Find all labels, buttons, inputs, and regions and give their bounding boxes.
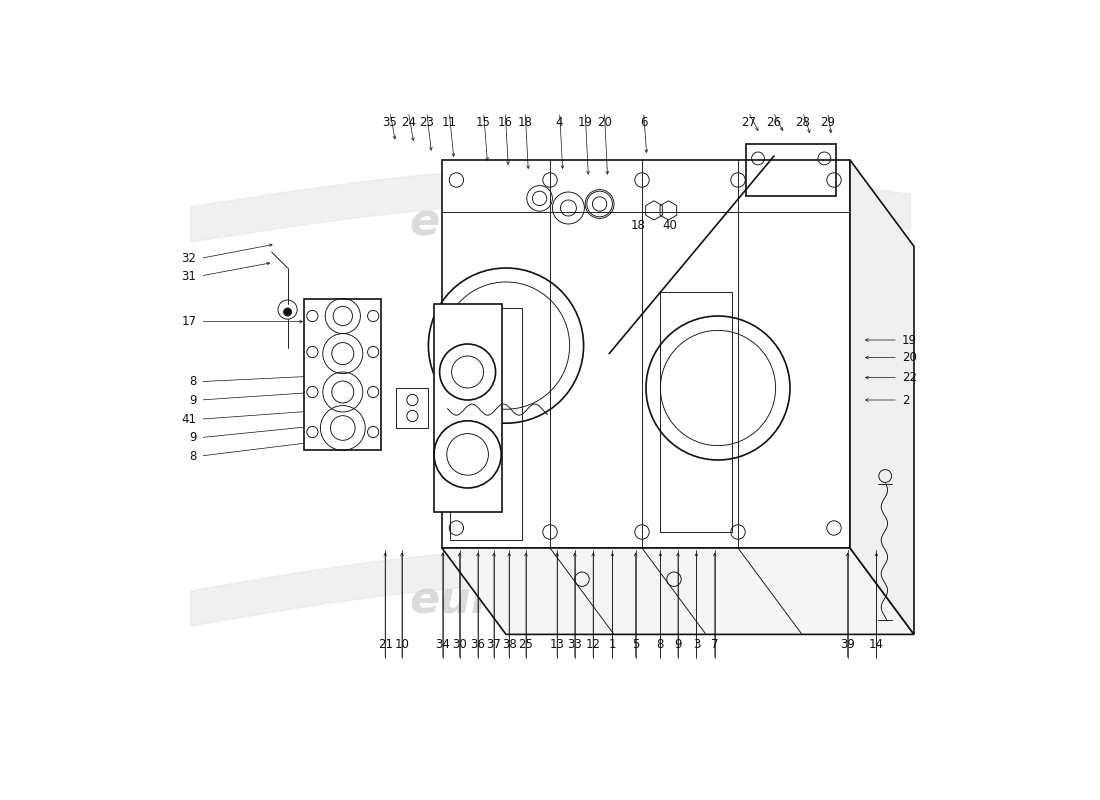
Polygon shape [442, 548, 914, 634]
Polygon shape [396, 388, 428, 428]
Polygon shape [434, 304, 502, 512]
Text: 18: 18 [518, 116, 532, 129]
Text: 37: 37 [486, 638, 502, 651]
Text: 19: 19 [902, 334, 917, 346]
Text: 33: 33 [568, 638, 582, 651]
Text: eurospares: eurospares [409, 578, 691, 622]
Text: 39: 39 [840, 638, 855, 651]
Text: 28: 28 [795, 116, 811, 129]
Text: 14: 14 [869, 638, 884, 651]
Text: 35: 35 [383, 116, 397, 129]
Text: 36: 36 [471, 638, 485, 651]
Text: 1: 1 [608, 638, 616, 651]
Text: 9: 9 [674, 638, 682, 651]
Text: 24: 24 [400, 116, 416, 129]
Text: 10: 10 [395, 638, 409, 651]
Text: 22: 22 [902, 371, 917, 384]
Text: 5: 5 [631, 638, 639, 651]
Circle shape [284, 308, 292, 316]
Text: 3: 3 [693, 638, 700, 651]
Text: 26: 26 [766, 116, 781, 129]
Text: eurospares: eurospares [409, 201, 691, 244]
Text: 38: 38 [502, 638, 517, 651]
Text: 20: 20 [597, 116, 612, 129]
Text: 17: 17 [182, 315, 197, 328]
Text: 7: 7 [711, 638, 718, 651]
Polygon shape [850, 160, 914, 634]
Text: 8: 8 [189, 450, 197, 462]
Text: 2: 2 [902, 394, 910, 406]
Text: 32: 32 [182, 252, 197, 265]
Text: 15: 15 [476, 116, 491, 129]
Text: 21: 21 [377, 638, 393, 651]
Text: 13: 13 [550, 638, 564, 651]
Text: 18: 18 [630, 219, 646, 232]
Text: 12: 12 [585, 638, 601, 651]
Text: 8: 8 [657, 638, 664, 651]
Text: 4: 4 [556, 116, 563, 129]
Polygon shape [305, 299, 382, 450]
Text: 23: 23 [419, 116, 435, 129]
Text: 27: 27 [741, 116, 756, 129]
Text: 40: 40 [662, 219, 678, 232]
Text: 8: 8 [189, 375, 197, 388]
Text: 30: 30 [452, 638, 468, 651]
Text: 25: 25 [518, 638, 534, 651]
Text: 20: 20 [902, 351, 917, 364]
Text: 9: 9 [189, 394, 197, 406]
Text: 16: 16 [497, 116, 513, 129]
Text: 31: 31 [182, 270, 197, 282]
Text: 34: 34 [436, 638, 450, 651]
Text: 29: 29 [821, 116, 835, 129]
Text: 6: 6 [640, 116, 647, 129]
Text: 11: 11 [442, 116, 456, 129]
Text: 41: 41 [182, 413, 197, 426]
Polygon shape [442, 160, 850, 548]
Text: 9: 9 [189, 431, 197, 444]
Text: 19: 19 [578, 116, 593, 129]
